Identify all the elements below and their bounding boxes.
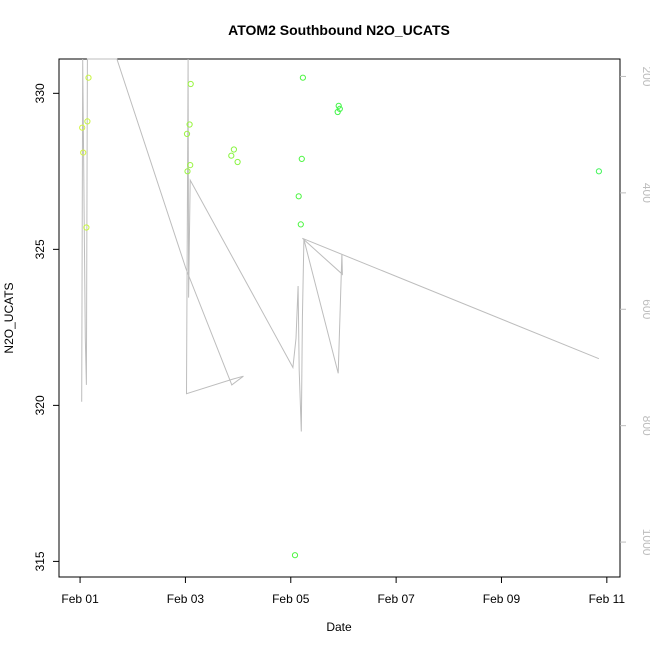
data-point [298, 155, 305, 162]
x-tick-label: Feb 09 [483, 592, 521, 606]
x-axis-label: Date [326, 620, 352, 634]
data-point [83, 224, 90, 231]
data-point [297, 221, 304, 228]
right-tick-label: 200 [640, 66, 650, 86]
data-point [186, 121, 193, 128]
x-tick-label: Feb 03 [167, 592, 205, 606]
data-point [234, 158, 241, 166]
data-point [299, 74, 306, 81]
data-point [85, 74, 92, 81]
data-point [295, 193, 302, 200]
x-tick-label: Feb 07 [377, 592, 415, 606]
plot-frame [58, 58, 621, 578]
right-tick-label: 400 [640, 183, 650, 203]
data-point [184, 168, 191, 175]
data-point [84, 118, 91, 125]
y-tick-label: 315 [33, 551, 47, 571]
data-point [230, 146, 237, 153]
data-point [187, 80, 194, 88]
data-point [335, 102, 342, 109]
chart-title: ATOM2 Southbound N2O_UCATS [228, 22, 450, 38]
data-point [228, 152, 235, 159]
x-tick-label: Feb 01 [61, 592, 99, 606]
data-points-layer [79, 74, 603, 559]
data-point [595, 168, 603, 175]
y-axis-label: N2O_UCATS [2, 282, 16, 353]
data-point [183, 130, 191, 137]
x-tick-label: Feb 11 [589, 592, 626, 606]
right-axis: 200 400 600 800 1000 [620, 66, 650, 556]
data-point [336, 105, 343, 113]
data-point [79, 124, 86, 131]
y-tick-label: 330 [33, 83, 47, 103]
right-tick-label: 600 [640, 299, 650, 319]
right-tick-label: 1000 [640, 529, 650, 556]
y-axis: 315 320 325 330 [33, 83, 59, 571]
y-tick-label: 325 [33, 239, 47, 259]
x-axis: Feb 01 Feb 03 Feb 05 Feb 07 Feb 09 Feb 11 [61, 577, 625, 606]
pressure-line [81, 58, 600, 432]
y-tick-label: 320 [33, 395, 47, 415]
x-tick-label: Feb 05 [272, 592, 310, 606]
right-tick-label: 800 [640, 416, 650, 436]
pressure-line-layer [81, 58, 600, 432]
data-point [80, 149, 87, 156]
data-point [291, 552, 299, 559]
data-point [187, 162, 194, 169]
